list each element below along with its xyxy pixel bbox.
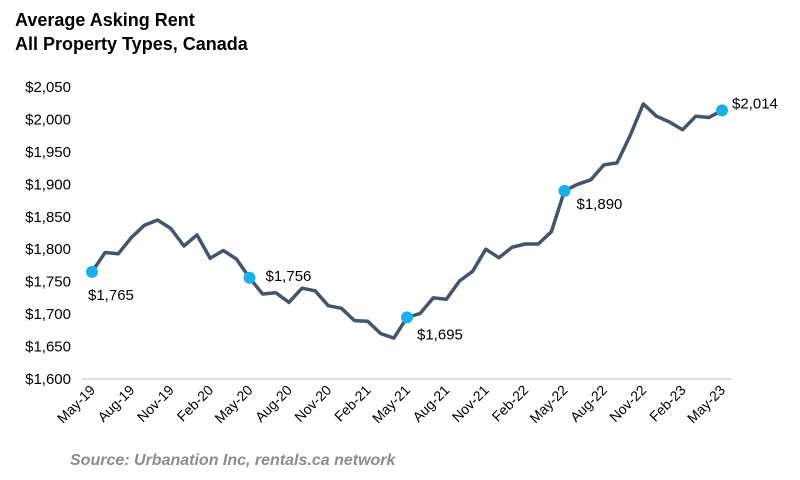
x-tick-label: Feb-20	[174, 382, 217, 425]
x-tick-label: Feb-21	[331, 382, 374, 425]
source-note: Source: Urbanation Inc, rentals.ca netwo…	[70, 452, 396, 469]
data-label: $1,695	[417, 326, 463, 343]
series-line	[90, 102, 724, 340]
y-tick-label: $1,650	[25, 339, 71, 356]
x-tick-label: Aug-22	[567, 382, 610, 425]
data-point-marker	[243, 271, 256, 284]
y-tick-label: $1,700	[25, 306, 71, 323]
y-tick-label: $2,050	[25, 79, 71, 96]
chart-subtitle: All Property Types, Canada	[15, 34, 248, 54]
x-tick-label: Nov-22	[606, 382, 649, 425]
x-tick-label: Feb-22	[489, 382, 532, 425]
data-label: $2,014	[732, 95, 778, 112]
y-tick-label: $1,850	[25, 209, 71, 226]
data-point-marker	[716, 104, 728, 117]
data-label: $1,756	[266, 268, 312, 285]
data-point-marker	[558, 184, 571, 197]
data-point-marker	[86, 265, 98, 278]
y-tick-label: $1,750	[25, 274, 71, 291]
x-tick-label: Nov-21	[449, 382, 492, 425]
y-tick-label: $1,950	[25, 144, 71, 161]
y-tick-label: $1,600	[25, 371, 71, 388]
data-label: $1,890	[577, 196, 623, 213]
x-tick-label: Aug-20	[252, 382, 295, 425]
x-tick-label: Aug-19	[94, 382, 137, 425]
x-tick-label: May-22	[526, 382, 570, 426]
y-tick-label: $1,800	[25, 241, 71, 258]
data-label: $1,765	[88, 287, 134, 304]
y-tick-label: $2,000	[25, 111, 71, 128]
x-tick-label: May-20	[211, 382, 255, 426]
x-tick-label: Nov-19	[134, 382, 177, 425]
x-tick-label: Nov-20	[291, 382, 334, 425]
chart-title: Average Asking Rent	[15, 10, 195, 30]
x-tick-label: Aug-21	[409, 382, 452, 425]
x-tick-label: May-19	[54, 382, 98, 426]
x-tick-label: May-21	[369, 382, 413, 426]
y-tick-label: $1,900	[25, 176, 71, 193]
x-tick-label: May-23	[684, 382, 728, 426]
chart-title-block: Average Asking Rent All Property Types, …	[15, 8, 248, 56]
x-tick-label: Feb-23	[646, 382, 689, 425]
data-point-marker	[401, 311, 413, 324]
